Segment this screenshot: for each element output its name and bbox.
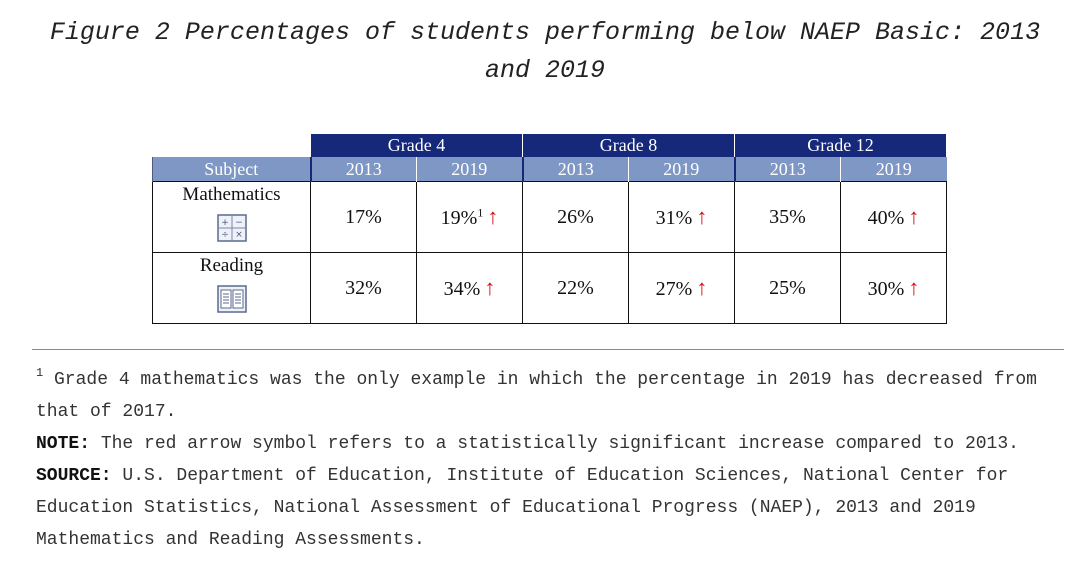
blank-corner [152,133,311,157]
svg-text:×: × [235,230,243,240]
year-header: 2019 [416,157,523,182]
value-cell: 17% [310,181,417,253]
value-cell: 25% [734,252,841,324]
value-text: 19% [440,207,478,229]
grade-4-header: Grade 4 [310,133,523,157]
svg-text:−: − [235,218,243,228]
svg-text:+: + [221,218,229,228]
value-cell-flagged: 40% ↑ [840,181,947,253]
value-text: 34% [443,278,481,300]
footnote-marker: 1 [36,366,44,380]
value-text: 27% [655,278,693,300]
grade-8-header: Grade 8 [522,133,735,157]
footnote-text: Grade 4 mathematics was the only example… [36,370,1037,422]
year-header: 2013 [521,157,629,182]
up-arrow-icon: ↑ [908,275,920,300]
up-arrow-icon: ↑ [484,275,496,300]
value-cell-flagged: 31% ↑ [628,181,735,253]
value-cell: 32% [310,252,417,324]
table-row-reading: Reading 32% 34% ↑ 22% 27% ↑ 25% 30% ↑ [152,252,947,324]
value-text: 30% [867,278,905,300]
year-header: 2013 [309,157,417,182]
value-cell: 26% [522,181,629,253]
grade-header-row: Grade 4 Grade 8 Grade 12 [152,133,947,157]
subject-name: Mathematics [182,184,281,205]
source-text: U.S. Department of Education, Institute … [36,466,1009,550]
subject-header: Subject [152,157,311,182]
value-cell-flagged: 27% ↑ [628,252,735,324]
up-arrow-icon: ↑ [696,275,708,300]
footnote: 1 Grade 4 mathematics was the only examp… [36,357,1056,428]
year-header: 2019 [840,157,947,182]
grade-12-header: Grade 12 [734,133,947,157]
value-cell: 35% [734,181,841,253]
subject-cell: Reading [152,252,311,324]
up-arrow-icon: ↑ [487,204,499,229]
footnote-marker: 1 [477,205,484,220]
source: SOURCE: U.S. Department of Education, In… [36,460,1056,556]
subject-name: Reading [199,255,264,276]
note-label: NOTE: [36,434,91,454]
value-cell-flagged: 30% ↑ [840,252,947,324]
value-cell-flagged: 34% ↑ [416,252,523,324]
value-text: 31% [655,207,693,229]
source-label: SOURCE: [36,466,112,486]
up-arrow-icon: ↑ [908,204,920,229]
divider [32,349,1064,350]
notes-section: 1 Grade 4 mathematics was the only examp… [36,357,1056,556]
naep-table: Grade 4 Grade 8 Grade 12 Subject 2013 20… [152,133,947,324]
calculator-icon: + − ÷ × [216,214,247,242]
note-text: The red arrow symbol refers to a statist… [90,434,1019,454]
figure-title: Figure 2 Percentages of students perform… [49,18,1041,85]
note: NOTE: The red arrow symbol refers to a s… [36,428,1056,460]
up-arrow-icon: ↑ [696,204,708,229]
svg-text:÷: ÷ [221,230,229,240]
year-header: 2013 [733,157,841,182]
value-cell: 22% [522,252,629,324]
value-text: 40% [867,207,905,229]
table-row-mathematics: Mathematics + − ÷ × 17% 19%1 ↑ 26% 31% ↑ 3… [152,181,947,253]
value-cell-flagged: 19%1 ↑ [416,181,523,253]
subject-cell: Mathematics + − ÷ × [152,181,311,253]
year-header-row: Subject 2013 2019 2013 2019 2013 2019 [152,157,947,182]
year-header: 2019 [628,157,735,182]
book-icon [216,285,247,313]
